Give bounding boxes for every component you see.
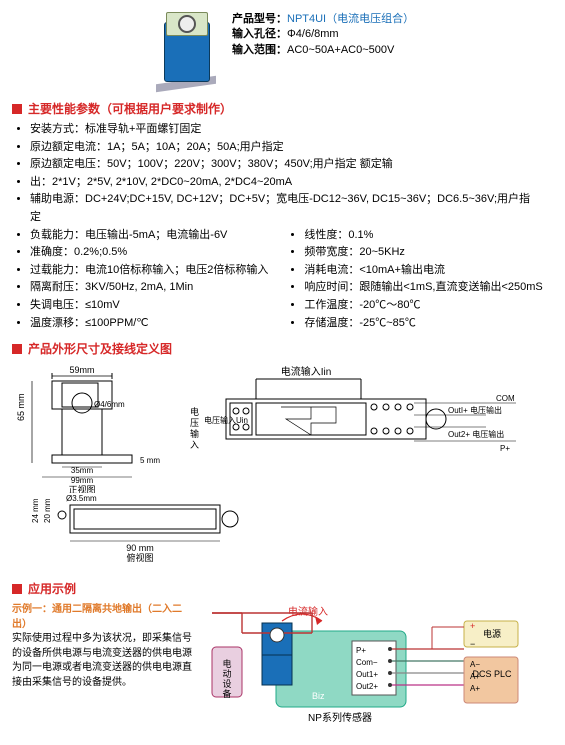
square-icon — [12, 344, 22, 354]
svg-text:Out2+: Out2+ — [356, 682, 378, 691]
product-info: 产品型号：NPT4UI（电流电压组合） 输入孔径：Φ4/6/8mm 输入范围：A… — [232, 12, 414, 58]
range-label: 输入范围： — [232, 44, 287, 56]
spec-item: 准确度：0.2%;0.5% — [30, 244, 268, 262]
spec-item: 存储温度：-25℃~85℃ — [304, 315, 542, 333]
example-text: 示例一：通用二隔离共地输出（二入二出） 实际使用过程中多为该状况，即采集信号的设… — [12, 603, 192, 690]
product-header: 产品型号：NPT4UI（电流电压组合） 输入孔径：Φ4/6/8mm 输入范围：A… — [152, 12, 553, 92]
svg-text:电压输入: 电压输入 — [190, 406, 199, 450]
product-photo — [152, 12, 222, 92]
svg-text:−: − — [470, 639, 475, 649]
svg-text:Ø3.5mm: Ø3.5mm — [66, 494, 97, 503]
spec-item: 负载能力：电压输出-5mA；电流输出-6V — [30, 227, 268, 245]
spec-item: 温度漂移：≤100PPM/℃ — [30, 315, 268, 333]
hole-label: 输入孔径： — [232, 28, 287, 40]
top-view-diagram: Ø3.5mm 24 mm 20 mm 90 mm 俯视图 — [30, 493, 260, 563]
spec-item: 过载能力：电流10倍标称输入；电压2倍标称输入 — [30, 262, 268, 280]
example-diagram: 电流输入 电动设备 P+ Com− Out1+ Out2+ Biz NP系列传感… — [202, 603, 532, 733]
spec-item: 安装方式：标准导轨+平面螺钉固定 — [30, 121, 532, 139]
spec-item: 辅助电源：DC+24V;DC+15V, DC+12V；DC+5V；宽电压-DC1… — [30, 191, 532, 226]
svg-text:Out2+ 电压输出: Out2+ 电压输出 — [448, 429, 504, 439]
section3-title: 应用示例 — [12, 580, 553, 597]
spec-item: 工作温度：-20℃～80℃ — [304, 297, 542, 315]
svg-text:COM: COM — [496, 394, 515, 403]
svg-text:24 mm: 24 mm — [31, 498, 40, 523]
svg-text:NP系列传感器: NP系列传感器 — [308, 711, 372, 724]
spec-item: 频带宽度：20~5KHz — [304, 244, 542, 262]
model-value: NPT4UI（电流电压组合） — [287, 13, 414, 25]
svg-text:35mm: 35mm — [71, 466, 94, 475]
section2-title: 产品外形尺寸及接线定义图 — [12, 340, 553, 357]
spec-item: 隔离耐压：3KV/50Hz, 2mA, 1Min — [30, 279, 268, 297]
svg-text:99mm: 99mm — [71, 476, 94, 485]
svg-text:A−: A− — [470, 660, 480, 669]
model-label: 产品型号： — [232, 13, 287, 25]
svg-text:65 mm: 65 mm — [16, 394, 26, 422]
example-title: 示例一：通用二隔离共地输出（二入二出） — [12, 603, 192, 632]
specs-left: 负载能力：电压输出-5mA；电流输出-6V 准确度：0.2%;0.5% 过载能力… — [12, 227, 268, 333]
svg-text:Out1+: Out1+ — [356, 670, 378, 679]
example-body: 实际使用过程中多为该状况，即采集信号的设备所供电源与电流变送器的供电电源为同一电… — [12, 632, 192, 690]
svg-text:俯视图: 俯视图 — [126, 552, 153, 563]
svg-text:电流输入: 电流输入 — [288, 605, 328, 618]
spec-item: 线性度：0.1% — [304, 227, 542, 245]
spec-item: 原边额定电流：1A；5A；10A；20A；50A;用户指定 — [30, 139, 532, 157]
spec-item: 响应时间：跟随输出<1mS,直流变送输出<250mS — [304, 279, 542, 297]
front-view-diagram: 59mm Ø4/6mm 65 mm 35mm 99mm 5 mm 正视图 — [12, 363, 172, 493]
svg-text:电压输入Uin: 电压输入Uin — [204, 415, 248, 425]
svg-text:59mm: 59mm — [69, 365, 94, 375]
svg-text:+: + — [470, 621, 475, 631]
svg-text:P+: P+ — [356, 646, 366, 655]
square-icon — [12, 104, 22, 114]
svg-text:A+: A+ — [470, 672, 480, 681]
section1-title: 主要性能参数（可根据用户要求制作） — [12, 100, 553, 117]
svg-text:电源: 电源 — [483, 628, 501, 639]
svg-text:电动设备: 电动设备 — [222, 658, 231, 699]
svg-text:电流输入Iin: 电流输入Iin — [281, 365, 332, 378]
specs-right: 线性度：0.1% 频带宽度：20~5KHz 消耗电流：<10mA+输出电流 响应… — [286, 227, 542, 333]
range-value: AC0~50A+AC0~500V — [287, 44, 394, 56]
svg-text:A+: A+ — [470, 684, 480, 693]
spec-item: 出：2*1V；2*5V, 2*10V, 2*DC0~20mA, 2*DC4~20… — [30, 174, 532, 192]
svg-text:P+: P+ — [500, 444, 510, 453]
diagram-row: 59mm Ø4/6mm 65 mm 35mm 99mm 5 mm 正视图 电流输… — [12, 363, 553, 493]
example-row: 示例一：通用二隔离共地输出（二入二出） 实际使用过程中多为该状况，即采集信号的设… — [12, 603, 553, 733]
svg-text:正视图: 正视图 — [68, 484, 95, 493]
square-icon — [12, 584, 22, 594]
svg-text:OutI+ 电压输出: OutI+ 电压输出 — [448, 405, 502, 415]
svg-text:Ø4/6mm: Ø4/6mm — [94, 400, 125, 409]
svg-text:90 mm: 90 mm — [126, 543, 154, 553]
svg-text:Com−: Com− — [356, 658, 378, 667]
svg-text:20 mm: 20 mm — [43, 498, 52, 523]
wiring-diagram: 电流输入Iin 电压输入 电压输入Uin COM OutI+ 电压输出 Out2… — [186, 363, 526, 493]
spec-item: 失调电压：≤10mV — [30, 297, 268, 315]
spec-item: 消耗电流：<10mA+输出电流 — [304, 262, 542, 280]
specs-full: 安装方式：标准导轨+平面螺钉固定 原边额定电流：1A；5A；10A；20A；50… — [12, 121, 532, 227]
hole-value: Φ4/6/8mm — [287, 28, 339, 40]
spec-item: 原边额定电压：50V；100V；220V；300V；380V；450V;用户指定… — [30, 156, 532, 174]
svg-text:5 mm: 5 mm — [140, 456, 160, 465]
